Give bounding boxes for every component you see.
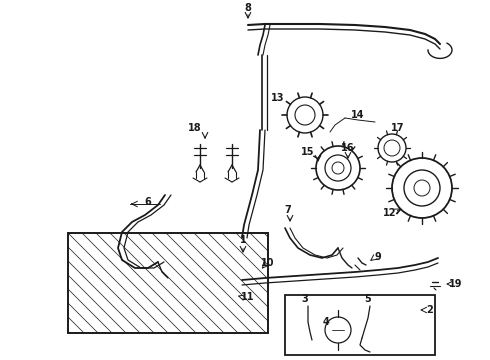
Text: 8: 8 bbox=[245, 3, 251, 13]
Bar bbox=[285, 295, 435, 355]
Text: 5: 5 bbox=[365, 294, 371, 304]
Text: 9: 9 bbox=[375, 252, 381, 262]
Text: 12: 12 bbox=[383, 208, 397, 218]
Text: 10: 10 bbox=[261, 258, 275, 268]
Text: 16: 16 bbox=[341, 143, 355, 153]
Text: 14: 14 bbox=[351, 110, 365, 120]
Text: 17: 17 bbox=[391, 123, 405, 133]
Text: 6: 6 bbox=[145, 197, 151, 207]
Text: 13: 13 bbox=[271, 93, 285, 103]
Bar bbox=[68, 233, 268, 333]
Text: 18: 18 bbox=[188, 123, 202, 133]
Text: 7: 7 bbox=[285, 205, 292, 215]
Text: 4: 4 bbox=[322, 317, 329, 327]
Text: 1: 1 bbox=[240, 235, 246, 245]
Text: 2: 2 bbox=[427, 305, 433, 315]
Text: 15: 15 bbox=[301, 147, 315, 157]
Text: 19: 19 bbox=[449, 279, 463, 289]
Text: 11: 11 bbox=[241, 292, 255, 302]
Text: 3: 3 bbox=[302, 294, 308, 304]
